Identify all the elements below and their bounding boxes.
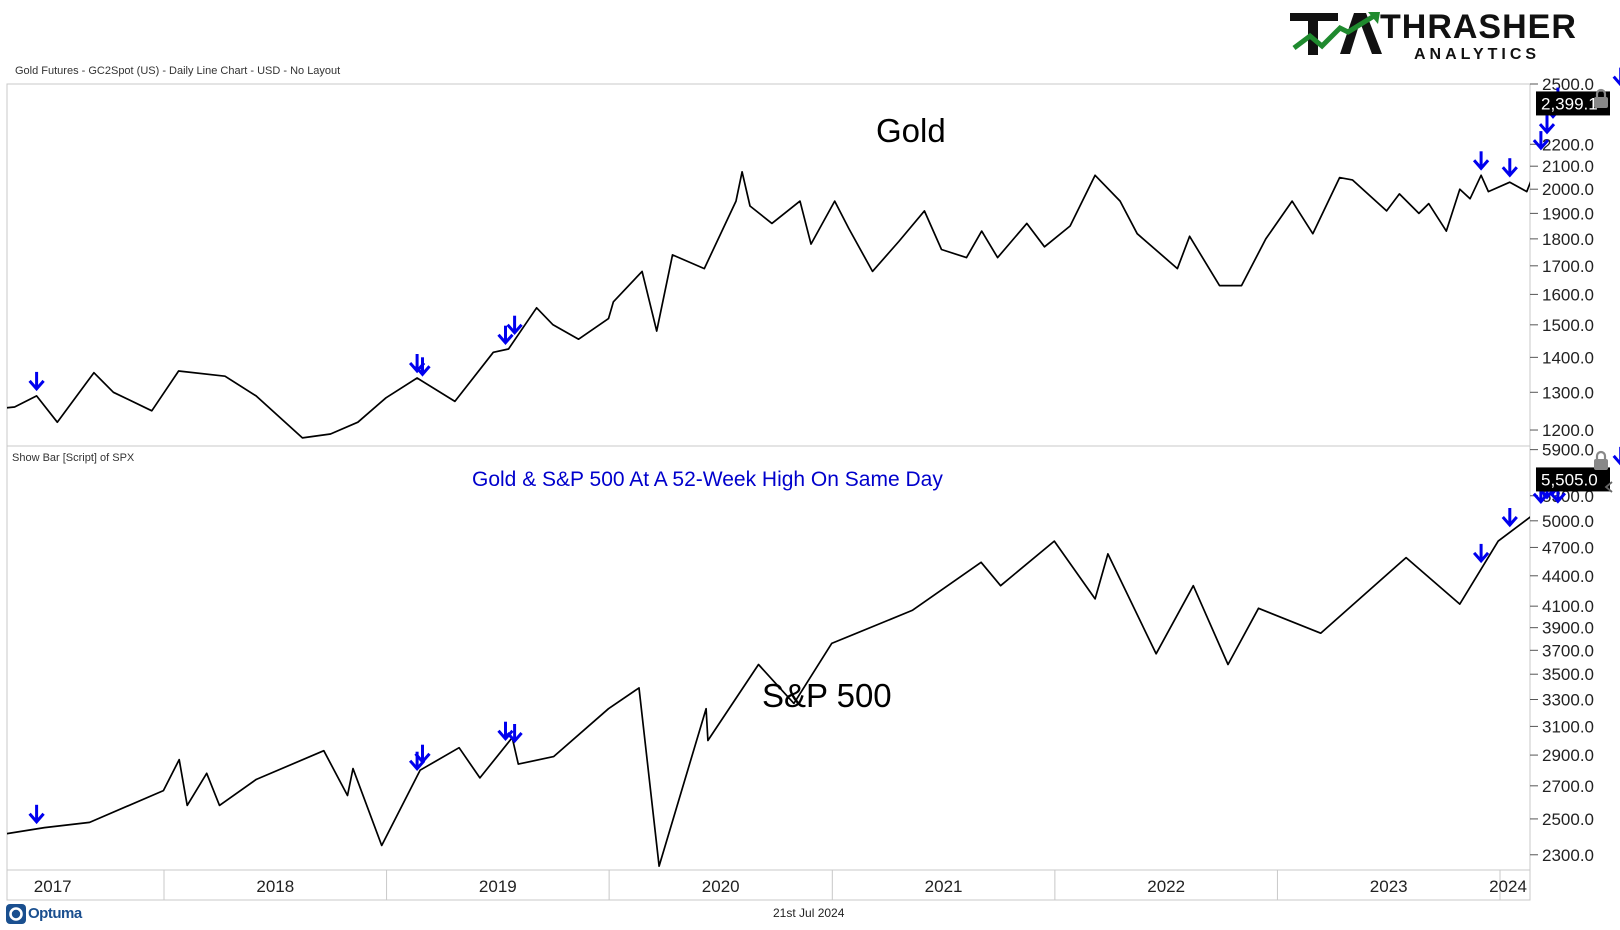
gold-y-tick-label: 1900.0 [1542,204,1594,223]
x-tick-label: 2021 [925,877,963,896]
gold-last-value-text: 2,399.1 [1541,94,1598,113]
gold-layer: 1200.0 1300.0 1400.0 1500.0 1600.0 1700.0 1800… [7,67,1620,440]
gold-signal-arrow-icon [1472,151,1490,171]
gold-signal-arrow-icon [1501,158,1518,178]
panel-frames [6,83,1531,901]
spx-signal-arrow-icon [497,721,514,741]
spx-signal-arrow-icon [28,804,45,825]
spx-y-tick-label: 5000.0 [1542,512,1594,531]
gold-panel-frame [6,83,1531,447]
spx-y-tick-label: 3900.0 [1542,619,1594,638]
spx-y-tick-label: 3300.0 [1542,691,1594,710]
gold-y-tick-label: 1400.0 [1542,348,1594,367]
spx-panel-title: S&P 500 [762,677,892,714]
spx-y-tick-label: 5900.0 [1542,441,1594,460]
spx-y-tick-label: 2500.0 [1542,810,1594,829]
spx-price-line [7,516,1530,867]
gold-y-tick-label: 1500.0 [1542,316,1594,335]
gold-signal-arrow-icon [497,325,514,345]
x-tick-label: 2018 [256,877,294,896]
gold-lock-icon[interactable] [1594,88,1608,108]
spx-y-tick-label: 2900.0 [1542,746,1594,765]
gold-signal-arrow-icon [506,315,523,335]
logo-subname: ANALYTICS [1414,46,1541,63]
script-label: Show Bar [Script] of SPX [12,452,135,464]
x-axis-strip [6,869,1531,901]
gold-panel-title: Gold [876,112,946,149]
spx-signal-arrow-icon [1501,508,1518,528]
optuma-brand: Optuma [28,905,82,922]
gold-y-tick-label: 1200.0 [1542,421,1594,440]
gold-signal-arrow-icon [1532,131,1550,151]
spx-last-value-text: 5,505.0 [1541,470,1598,489]
gold-y-tick-label: 2100.0 [1542,157,1594,176]
gold-signal-arrow-icon [1538,115,1556,135]
gold-y-tick-label: 2200.0 [1542,135,1594,154]
collapse-axis-icon[interactable] [1604,481,1613,493]
spx-y-tick-label: 3100.0 [1542,717,1594,736]
spx-signal-arrow-icon [506,724,523,744]
chart-subtitle: Gold & S&P 500 At A 52-Week High On Same… [472,468,943,491]
spx-y-tick-label: 4400.0 [1542,567,1594,586]
x-tick-label: 2023 [1370,877,1408,896]
gold-price-line [7,170,1530,439]
spx-panel-frame [6,445,1531,871]
gold-signal-arrow-icon [414,357,431,377]
x-tick-label: 2024 [1489,877,1527,896]
x-axis: 2017 2018 2019 2020 2021 2022 2023 2024 [34,870,1527,900]
logo-name: THRASHER [1380,8,1577,46]
spx-y-tick-label: 2300.0 [1542,846,1594,865]
spx-layer: 2300.0 2500.0 2700.0 2900.0 3100.0 3300.0 3500… [7,441,1620,867]
x-tick-label: 2017 [34,877,72,896]
gold-y-tick-label: 1700.0 [1542,257,1594,276]
x-tick-label: 2020 [702,877,740,896]
x-tick-label: 2019 [479,877,517,896]
gold-y-tick-label: 1600.0 [1542,285,1594,304]
spx-y-tick-label: 3500.0 [1542,665,1594,684]
spx-y-tick-label: 4700.0 [1542,538,1594,557]
spx-last-value-badge [1536,467,1610,492]
thrasher-logo: THRASHER ANALYTICS [1288,8,1608,63]
spx-y-tick-label: 3700.0 [1542,641,1594,660]
x-tick-label: 2022 [1147,877,1185,896]
spx-signal-arrow-icon [1472,543,1490,564]
optuma-icon [6,904,26,924]
gold-signal-arrow-icon [1612,67,1620,87]
chart-description: Gold Futures - GC2Spot (US) - Daily Line… [15,65,341,77]
spx-y-tick-label: 2700.0 [1542,777,1594,796]
spx-lock-icon[interactable] [1594,450,1608,470]
gold-y-tick-label: 2500.0 [1542,75,1594,94]
spx-signal-arrow-icon [1612,446,1620,466]
footer-date: 21st Jul 2024 [773,906,845,920]
gold-y-tick-label: 1300.0 [1542,383,1594,402]
ta-logo-icon [1290,12,1382,55]
gold-y-tick-label: 2000.0 [1542,180,1594,199]
spx-y-tick-label: 4100.0 [1542,597,1594,616]
gold-signal-arrow-icon [28,371,45,392]
gold-y-tick-label: 1800.0 [1542,230,1594,249]
spx-signal-arrow-icon [414,744,431,764]
